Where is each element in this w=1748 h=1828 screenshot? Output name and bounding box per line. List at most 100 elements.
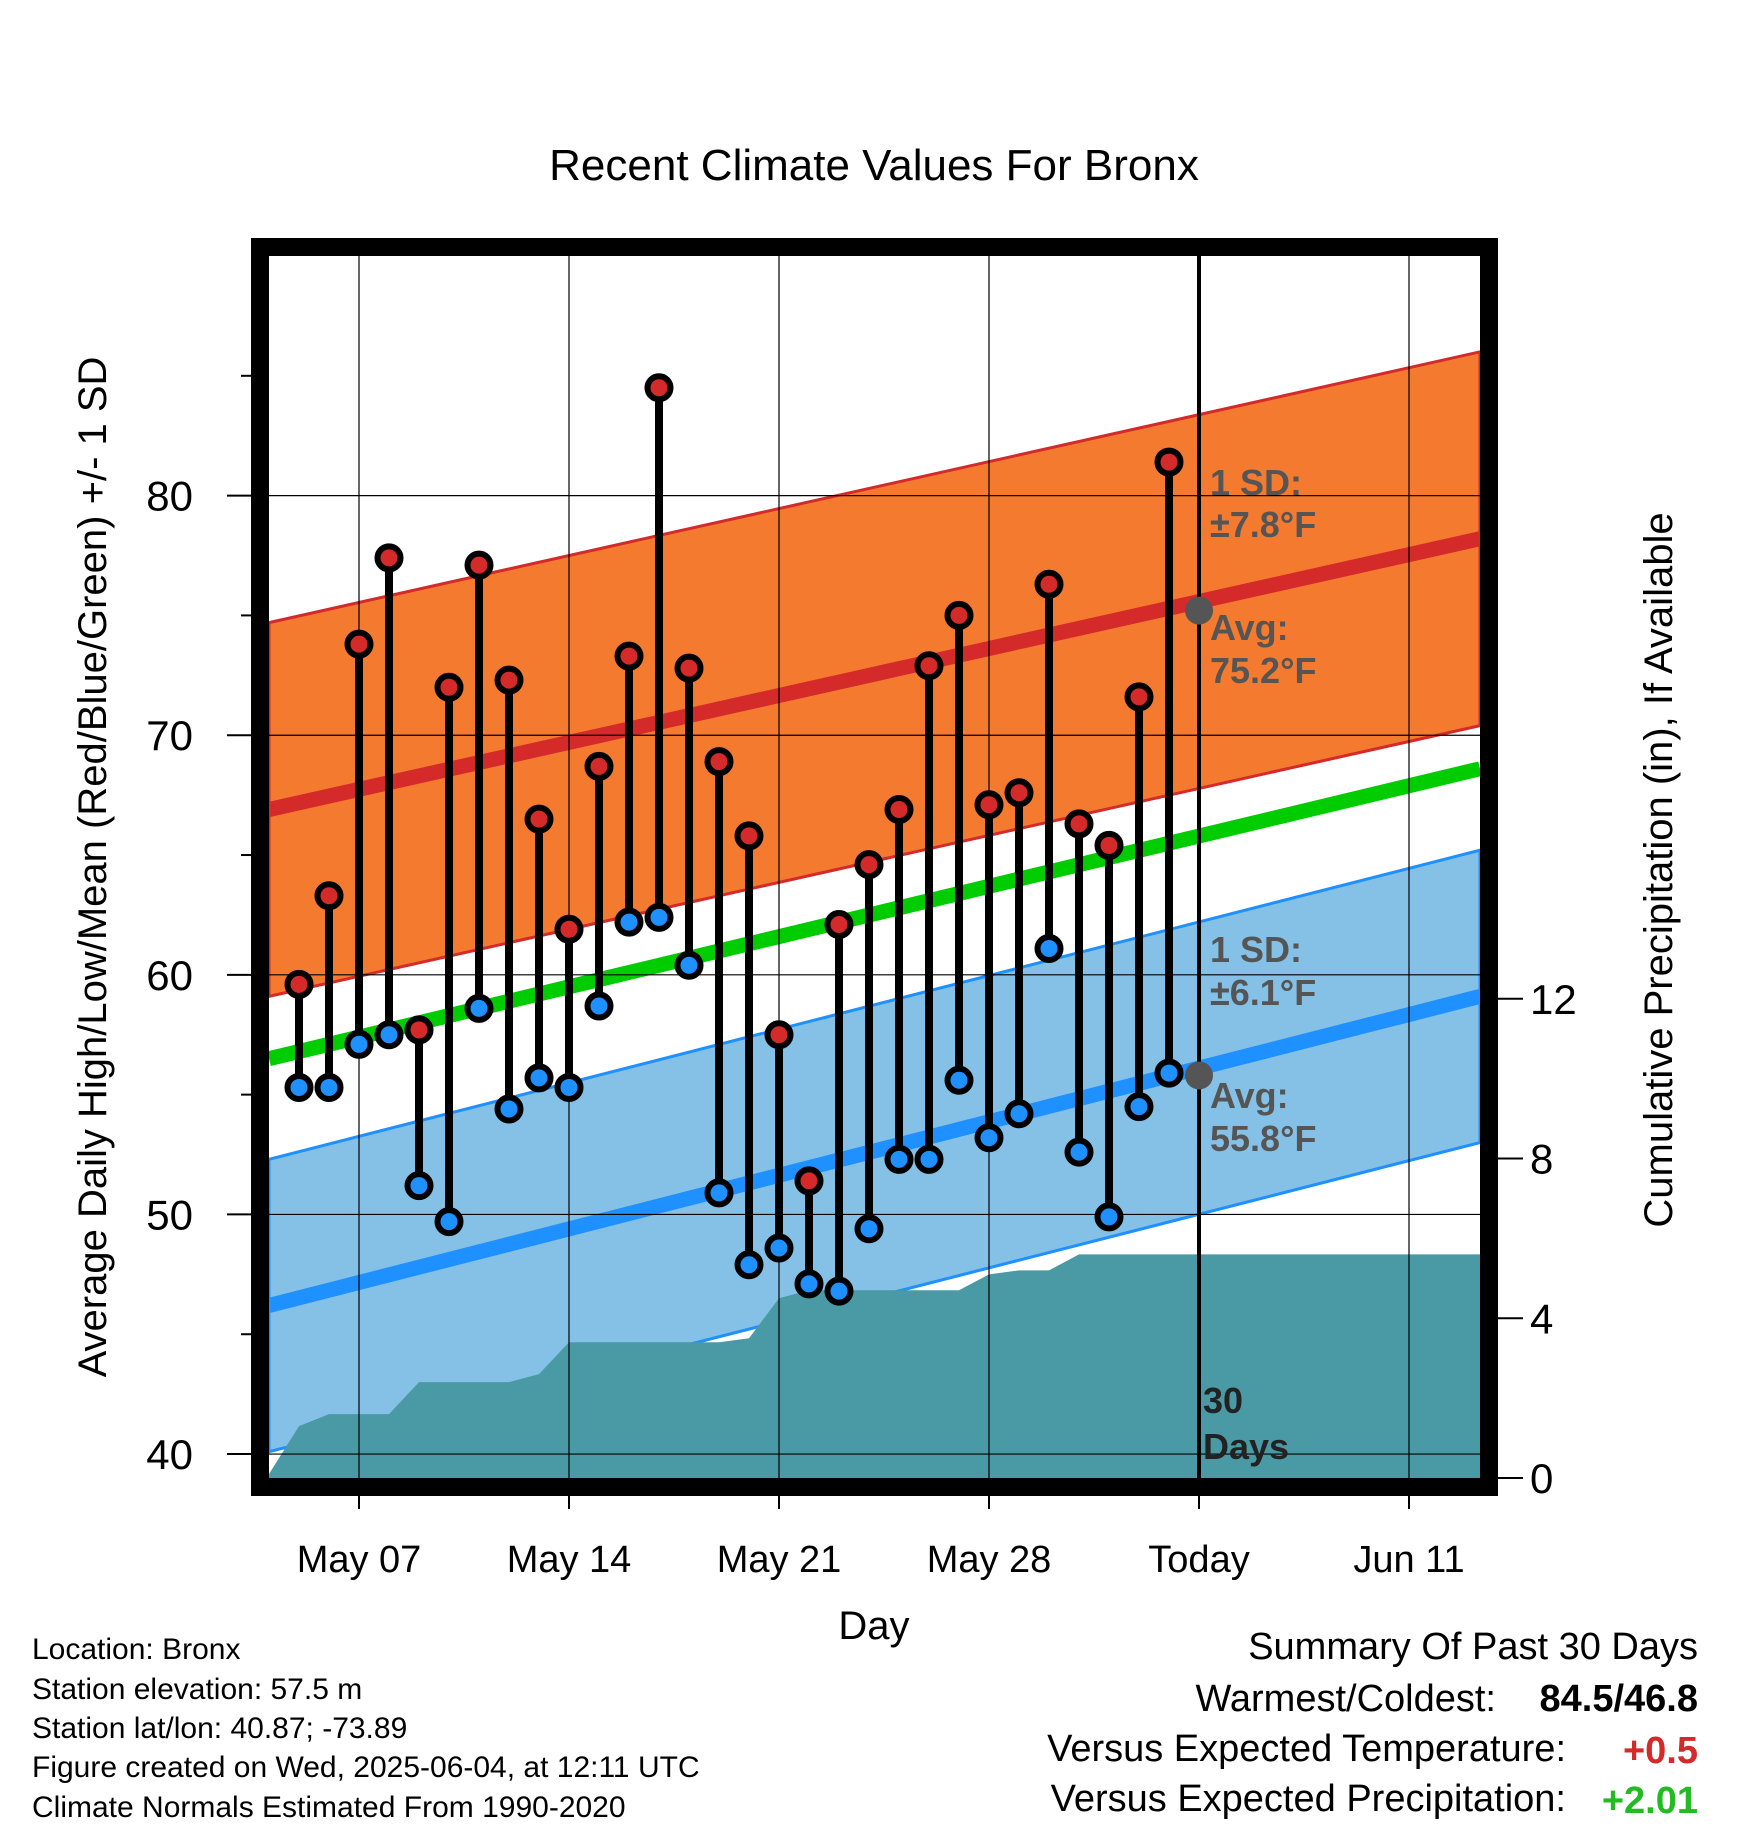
precip-area xyxy=(269,1254,1480,1478)
low-point xyxy=(884,1144,914,1174)
high-point xyxy=(1064,809,1094,839)
high-point xyxy=(584,751,614,781)
today-days-word: Days xyxy=(1203,1426,1289,1467)
y-tick-label: 50 xyxy=(146,1191,193,1238)
high-point xyxy=(554,914,584,944)
normals-text: Climate Normals Estimated From 1990-2020 xyxy=(32,1791,626,1824)
y2-tick-label: 0 xyxy=(1530,1455,1553,1502)
low-point xyxy=(794,1269,824,1299)
low-point xyxy=(1034,933,1064,963)
y-axis-label: Average Daily High/Low/Mean (Red/Blue/Gr… xyxy=(71,357,115,1378)
low-point xyxy=(1154,1058,1184,1088)
summary-title: Summary Of Past 30 Days xyxy=(1248,1626,1698,1668)
low-point xyxy=(854,1214,884,1244)
low-point xyxy=(704,1178,734,1208)
low-point xyxy=(644,902,674,932)
y-tick-label: 70 xyxy=(146,712,193,759)
warmest-coldest-value: 84.5/46.8 xyxy=(1540,1678,1698,1720)
precip-diff-value: +2.01 xyxy=(1602,1780,1698,1822)
chart-title: Recent Climate Values For Bronx xyxy=(549,141,1199,190)
low-point xyxy=(1094,1202,1124,1232)
low-point xyxy=(1064,1137,1094,1167)
today-low-marker xyxy=(1185,1061,1213,1090)
high-point xyxy=(284,969,314,999)
low-point xyxy=(824,1276,854,1306)
high-point xyxy=(614,641,644,671)
high-point xyxy=(764,1020,794,1050)
plot-area xyxy=(267,256,1482,1478)
temp-diff-label: Versus Expected Temperature: xyxy=(1047,1728,1566,1770)
high-point xyxy=(464,550,494,580)
high-point xyxy=(644,373,674,403)
low-sd-label: 1 SD: xyxy=(1210,929,1302,970)
low-point xyxy=(524,1063,554,1093)
high-point xyxy=(524,804,554,834)
low-point xyxy=(1004,1099,1034,1129)
low-avg-value: 55.8°F xyxy=(1210,1118,1316,1159)
high-point xyxy=(734,821,764,851)
plot-frame xyxy=(251,238,1498,1496)
high-avg-value: 75.2°F xyxy=(1210,650,1316,691)
low-point xyxy=(734,1250,764,1280)
low-point xyxy=(434,1207,464,1237)
low-avg-label: Avg: xyxy=(1210,1075,1289,1116)
high-point xyxy=(344,629,374,659)
low-point xyxy=(284,1072,314,1102)
station-info: Location: Bronx Station elevation: 57.5 … xyxy=(32,1633,700,1824)
summary-panel: Summary Of Past 30 Days Warmest/Coldest:… xyxy=(1047,1626,1698,1822)
high-point xyxy=(794,1166,824,1196)
y-tick-label: 40 xyxy=(146,1431,193,1478)
high-point xyxy=(914,651,944,681)
low-point xyxy=(554,1072,584,1102)
high-point xyxy=(314,881,344,911)
low-point xyxy=(944,1065,974,1095)
high-point xyxy=(704,747,734,777)
y2-axis-label: Cumulative Precipitation (in), If Availa… xyxy=(1637,512,1681,1227)
high-point xyxy=(1154,447,1184,477)
y-tick-label: 80 xyxy=(146,473,193,520)
x-tick-label: May 28 xyxy=(927,1539,1052,1581)
low-point xyxy=(314,1072,344,1102)
created-text: Figure created on Wed, 2025-06-04, at 12… xyxy=(32,1751,700,1784)
x-tick-label: Today xyxy=(1148,1539,1249,1581)
high-point xyxy=(674,653,704,683)
high-point xyxy=(1124,682,1154,712)
location-text: Location: Bronx xyxy=(32,1633,240,1666)
low-point xyxy=(614,907,644,937)
warmest-coldest-label: Warmest/Coldest: xyxy=(1195,1678,1496,1720)
high-point xyxy=(824,910,854,940)
high-sd-annotation: 1 SD: ±7.8°F Avg: 75.2°F 1 SD: ±6.1°F Av… xyxy=(1210,462,1316,1159)
elevation-text: Station elevation: 57.5 m xyxy=(32,1673,362,1706)
today-days-number: 30 xyxy=(1203,1380,1243,1421)
y2-tick-label: 12 xyxy=(1530,976,1577,1023)
x-axis-label: Day xyxy=(838,1604,909,1648)
precip-diff-label: Versus Expected Precipitation: xyxy=(1051,1778,1566,1820)
high-point xyxy=(434,672,464,702)
high-sd-value: ±7.8°F xyxy=(1210,504,1316,545)
low-point xyxy=(974,1123,1004,1153)
low-point xyxy=(374,1020,404,1050)
high-point xyxy=(404,1015,434,1045)
high-sd-label: 1 SD: xyxy=(1210,462,1302,503)
high-point xyxy=(1004,778,1034,808)
high-avg-line xyxy=(267,531,1482,817)
high-point xyxy=(884,794,914,824)
high-point xyxy=(1034,569,1064,599)
low-point xyxy=(494,1094,524,1124)
low-avg-line xyxy=(267,989,1482,1313)
low-point xyxy=(464,993,494,1023)
axes: May 07 May 14 May 21 May 28 Today Jun 1140506… xyxy=(146,374,1577,1581)
latlon-text: Station lat/lon: 40.87; -73.89 xyxy=(32,1712,407,1745)
low-point xyxy=(674,950,704,980)
low-point xyxy=(404,1171,434,1201)
high-point xyxy=(374,543,404,573)
x-tick-label: May 07 xyxy=(297,1539,422,1581)
today-high-marker xyxy=(1185,596,1213,625)
low-point xyxy=(764,1233,794,1263)
low-point xyxy=(914,1144,944,1174)
y2-tick-label: 8 xyxy=(1530,1136,1553,1183)
x-tick-label: Jun 11 xyxy=(1353,1539,1464,1581)
high-point xyxy=(494,665,524,695)
low-point xyxy=(344,1029,374,1059)
